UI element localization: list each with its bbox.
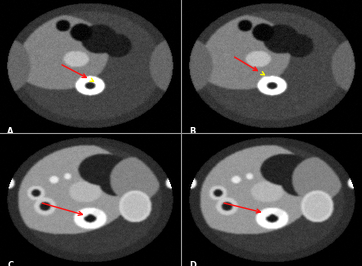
- Text: B: B: [189, 127, 195, 136]
- Text: A: A: [7, 127, 14, 136]
- Text: D: D: [189, 261, 196, 266]
- Text: C: C: [7, 261, 13, 266]
